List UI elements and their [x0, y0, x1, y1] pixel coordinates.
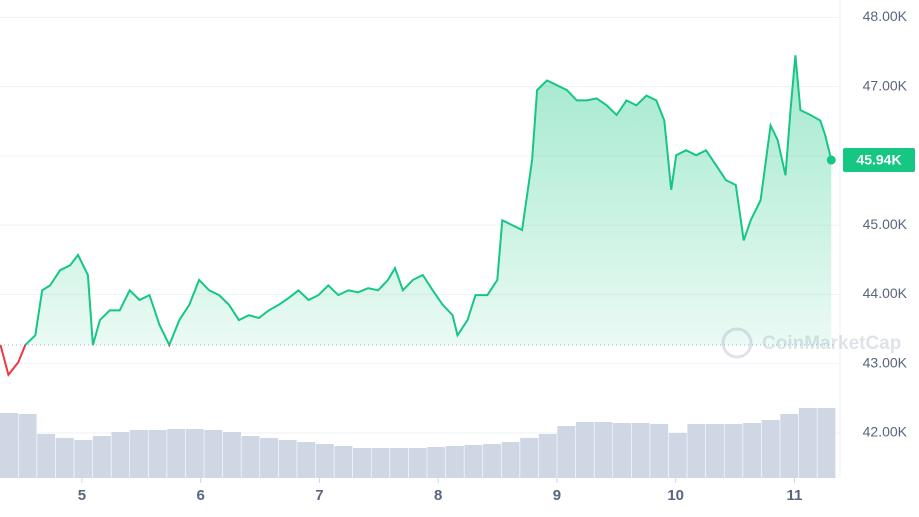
volume-bar [613, 423, 632, 478]
y-tick-label: 44.00K [863, 285, 908, 301]
volume-bar [204, 430, 223, 478]
price-tag-label: 45.94K [856, 152, 901, 168]
volume-bar [92, 436, 111, 478]
x-tick-label: 11 [787, 487, 803, 504]
x-tick-label: 7 [315, 487, 323, 504]
x-tick-label: 8 [434, 487, 442, 504]
volume-bar [222, 432, 241, 478]
volume-bar [427, 447, 446, 478]
volume-bar [464, 445, 483, 478]
volume-bar [743, 423, 762, 478]
volume-bar [315, 444, 334, 478]
volume-bar [390, 448, 409, 478]
area [25, 55, 832, 345]
volume-bar [724, 424, 743, 478]
volume-bar [241, 436, 260, 478]
volume-bar [371, 448, 390, 478]
y-tick-label: 43.00K [863, 354, 908, 370]
volume-bar [520, 438, 539, 478]
price-tag [843, 148, 915, 173]
volume-bar [37, 434, 56, 478]
volume-bar [817, 408, 836, 478]
volume-bar [55, 438, 74, 478]
x-tick-label: 10 [667, 487, 684, 504]
volume-bar [501, 442, 520, 478]
volume-bar [483, 444, 501, 478]
volume-bar [538, 434, 557, 478]
y-tick-label: 47.00K [863, 77, 908, 93]
volume-bar [650, 424, 669, 478]
x-tick-label: 9 [553, 487, 561, 504]
volume-bar [575, 422, 594, 478]
volume-bar [297, 442, 316, 478]
y-tick-label: 42.00K [863, 424, 908, 440]
volume-bar [557, 426, 576, 478]
volume-bar [148, 430, 167, 478]
volume-bar [18, 414, 37, 478]
x-tick-label: 6 [197, 487, 205, 504]
volume-bar [260, 438, 279, 478]
volume-bar [278, 440, 297, 478]
volume-bar [130, 430, 149, 478]
y-tick-label: 48.00K [863, 8, 908, 24]
volume-bar [668, 433, 687, 478]
x-tick-label: 5 [78, 487, 86, 504]
y-tick-label: 45.00K [863, 216, 908, 232]
volume-bar [352, 448, 371, 478]
volume-bar [594, 422, 613, 478]
volume-bar [334, 446, 353, 478]
volume-bar [408, 448, 427, 478]
volume-bar [780, 414, 799, 478]
volume-bar [111, 432, 130, 478]
volume-bar [445, 446, 464, 478]
volume-bar [705, 424, 724, 478]
volume-bar [0, 413, 18, 478]
volume-bar [798, 408, 817, 478]
volume-bar [74, 440, 93, 478]
price-line-up [0, 55, 833, 345]
volume-bar [167, 429, 186, 478]
volume-bar [687, 424, 706, 478]
volume-bar [631, 423, 650, 478]
last-point [826, 155, 836, 165]
volume-bar [185, 429, 204, 478]
volume-bar [761, 420, 780, 478]
